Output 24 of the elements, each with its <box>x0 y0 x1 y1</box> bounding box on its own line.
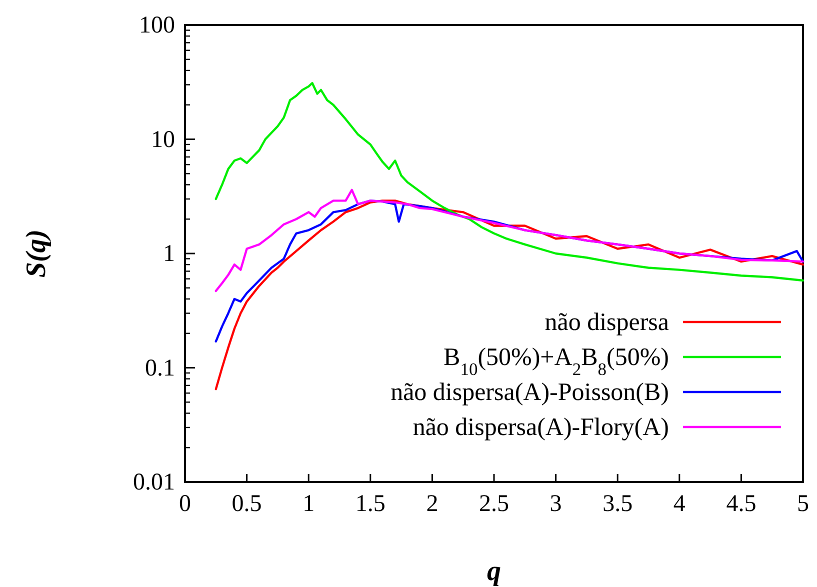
x-tick-label: 1.5 <box>355 491 386 518</box>
x-tick-label: 3.5 <box>602 491 633 518</box>
x-tick-label: 2.5 <box>479 491 509 518</box>
x-tick-label: 0.5 <box>232 491 262 518</box>
x-tick-label: 4 <box>673 491 686 518</box>
x-axis-title: q <box>487 556 501 587</box>
y-axis-title: S(q) <box>21 229 52 278</box>
line-series <box>214 82 804 282</box>
legend-label: B$_{10}$(50%)+A$_{2}$B$_{8}$(50%) <box>444 344 669 379</box>
y-tick-label: 100 <box>139 12 175 39</box>
legend-label: não dispersa(A)-Poisson(B) <box>390 379 669 406</box>
y-tick-label: 0.01 <box>133 470 175 496</box>
x-tick-label: 0 <box>179 491 191 518</box>
x-tick-label: 4.5 <box>726 491 756 518</box>
legend-label: não dispersa <box>544 309 669 336</box>
x-tick-label: 3 <box>550 491 562 518</box>
y-tick-label: 0.1 <box>145 355 175 382</box>
x-tick-label: 2 <box>426 491 438 518</box>
y-tick-label: 10 <box>151 126 175 153</box>
x-tick-label: 5 <box>797 491 809 518</box>
y-tick-label: 1 <box>163 241 175 268</box>
x-tick-label: 1 <box>302 491 315 518</box>
line-series <box>214 188 804 292</box>
legend-label: não dispersa(A)-Flory(A) <box>412 414 669 441</box>
